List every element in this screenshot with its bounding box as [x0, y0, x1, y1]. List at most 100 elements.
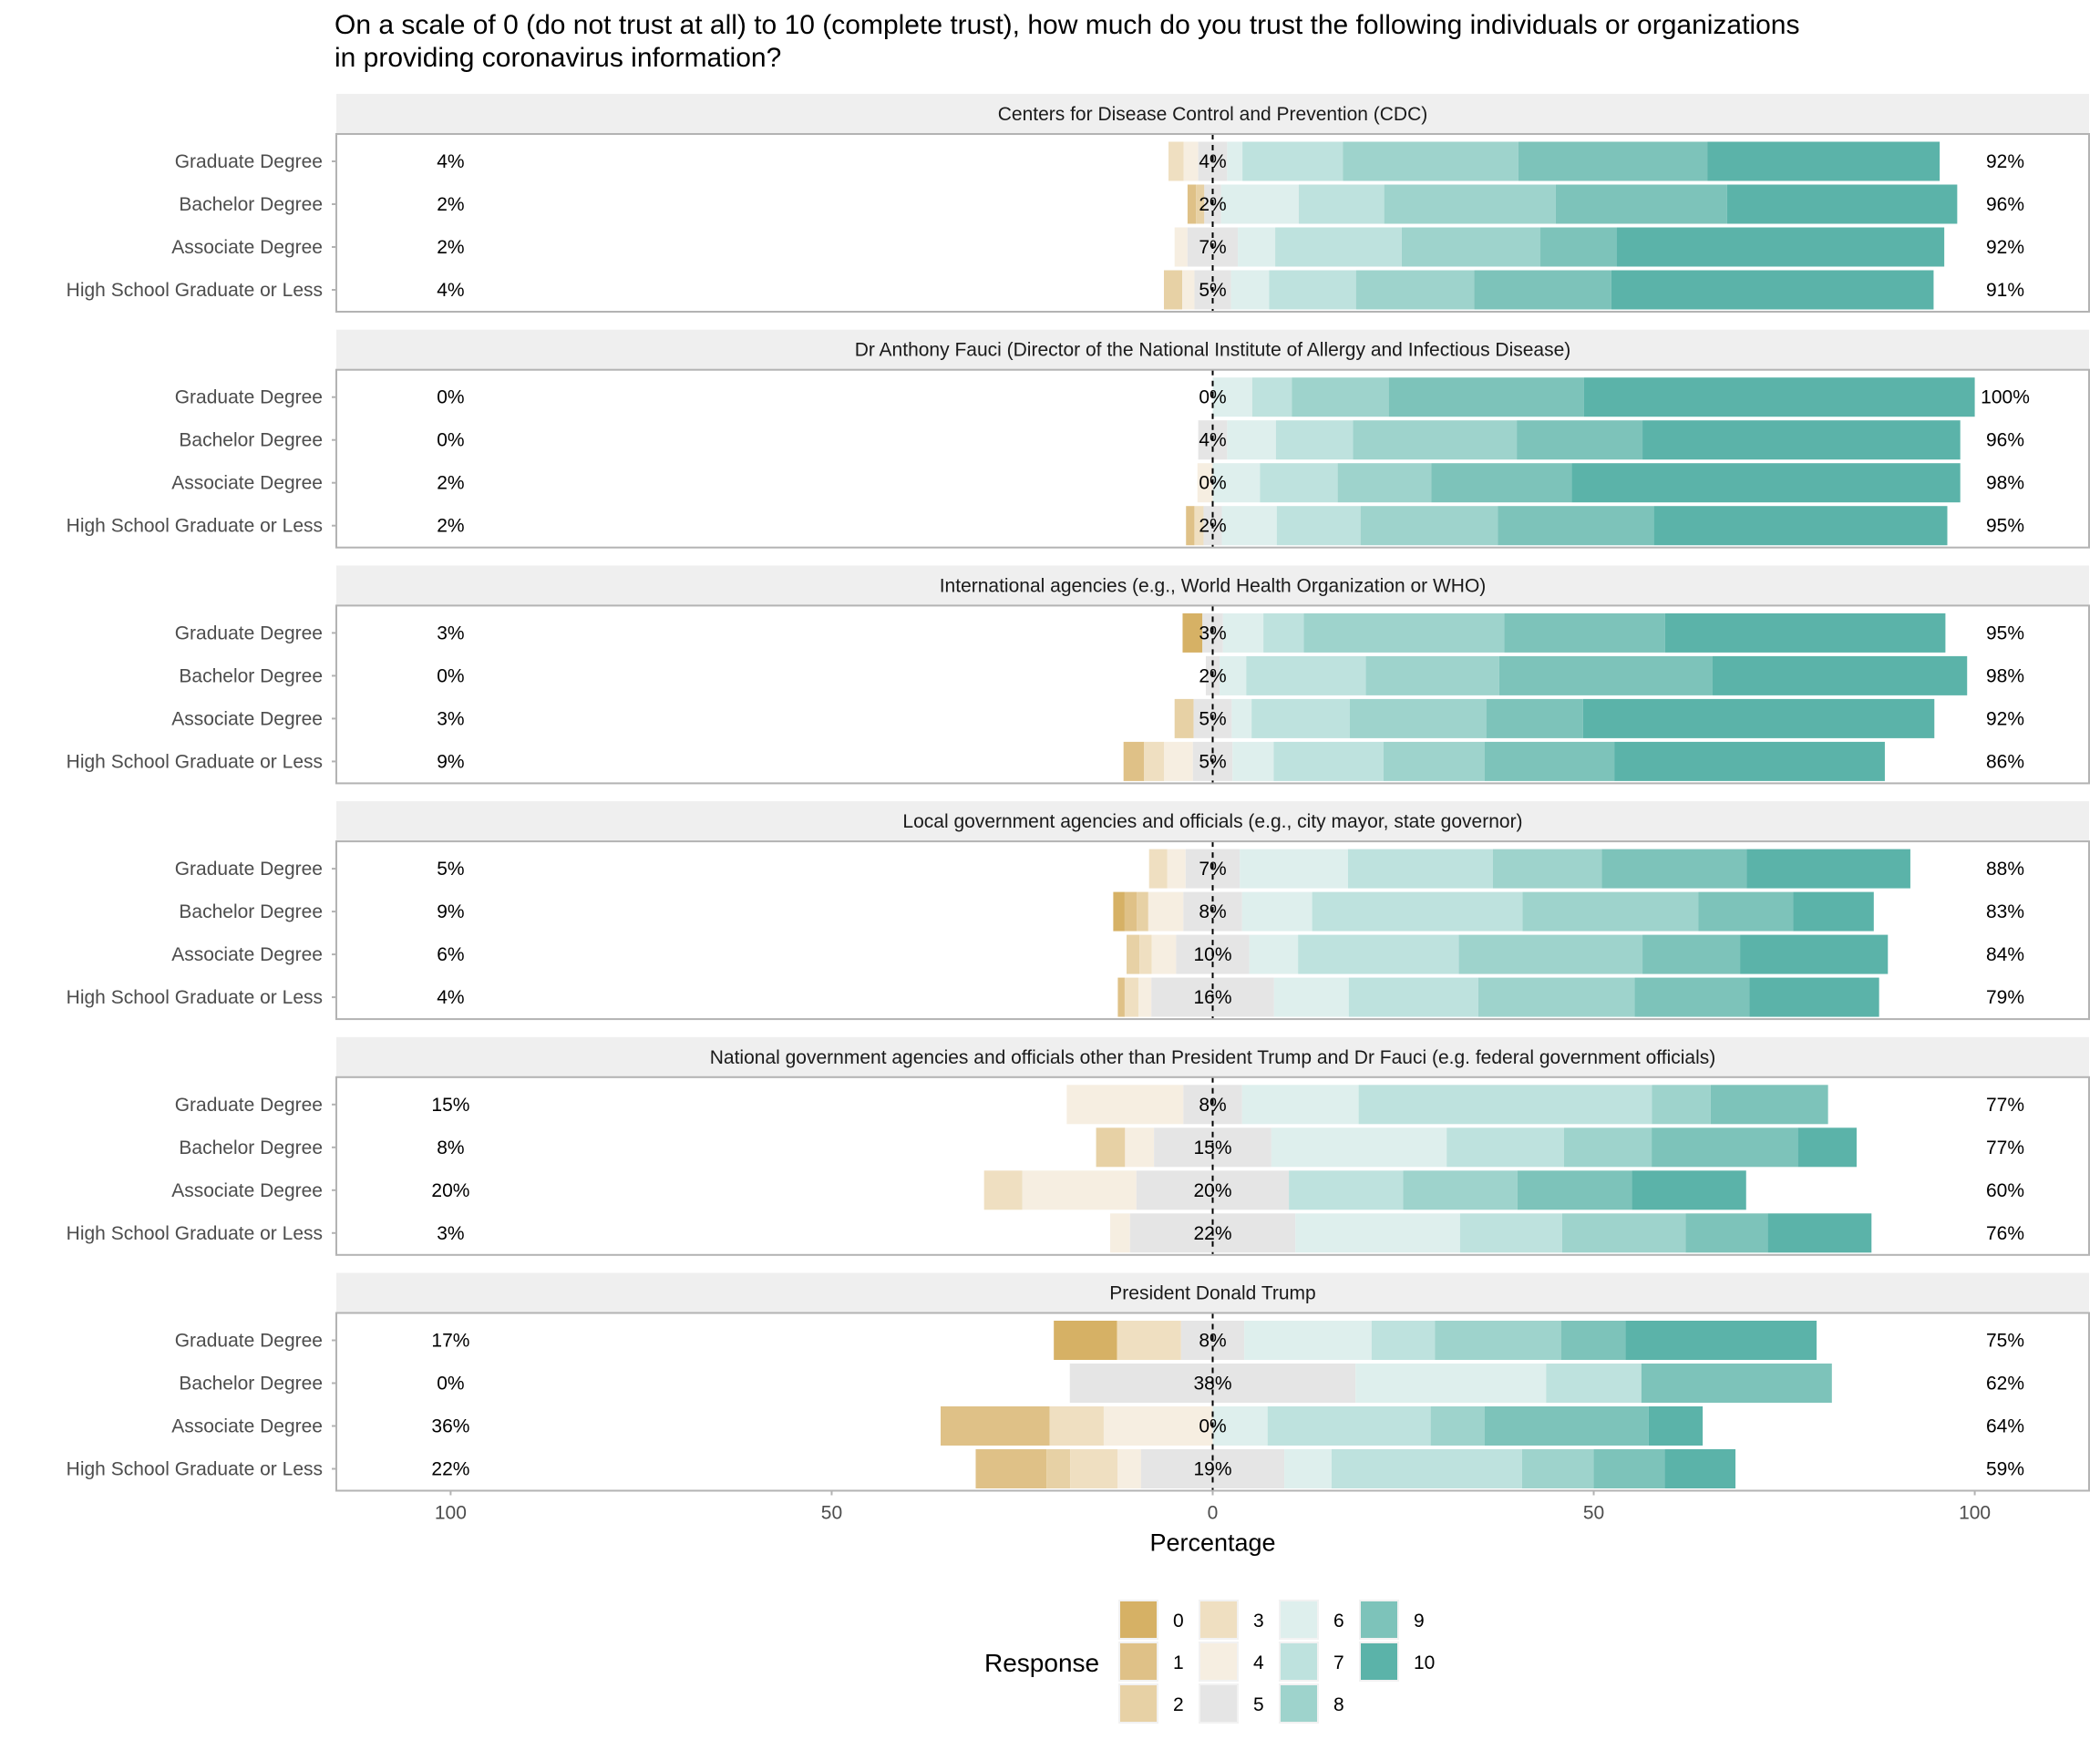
low-trust-percent-label: 5% — [437, 859, 464, 880]
row-label: Bachelor Degree — [179, 665, 323, 686]
row-label: High School Graduate or Less — [67, 1223, 323, 1244]
bar-segment-response-8 — [1384, 184, 1556, 224]
low-trust-percent-label: 4% — [437, 280, 464, 301]
bar-segment-response-6 — [1355, 1364, 1547, 1403]
facet-title: Dr Anthony Fauci (Director of the Nation… — [855, 340, 1571, 361]
legend-swatch-response-7 — [1281, 1643, 1317, 1680]
facet-strip — [336, 565, 2089, 606]
high-trust-percent-label: 83% — [1986, 901, 2024, 922]
row-label: Associate Degree — [171, 473, 323, 494]
bar-segment-response-9 — [1593, 1449, 1665, 1488]
legend-swatch-response-1 — [1120, 1643, 1157, 1680]
bar-segment-response-3 — [1194, 506, 1204, 546]
bar-segment-response-10 — [1767, 1213, 1872, 1253]
low-trust-percent-label: 17% — [431, 1331, 469, 1352]
legend-swatch-response-3 — [1200, 1601, 1237, 1638]
bar-segment-response-7 — [1347, 849, 1493, 889]
bar-segment-response-8 — [1365, 655, 1499, 695]
legend: Response 0 1 2 3 4 5 6 7 8 9 10 — [984, 1600, 1435, 1724]
bar-segment-response-6 — [1212, 1406, 1268, 1446]
row-label: Associate Degree — [171, 1416, 323, 1437]
high-trust-percent-label: 77% — [1986, 1138, 2024, 1158]
bar-segment-response-4 — [1174, 227, 1188, 267]
bar-segment-response-4 — [1151, 934, 1177, 974]
bar-segment-response-4 — [1183, 141, 1199, 181]
bar-segment-response-7 — [1459, 1213, 1562, 1253]
x-tick-label: 0 — [1208, 1503, 1219, 1524]
bar-segment-response-7 — [1269, 270, 1356, 310]
high-trust-percent-label: 91% — [1986, 280, 2024, 301]
bar-segment-response-9 — [1484, 1406, 1649, 1446]
facet-title: Centers for Disease Control and Preventi… — [998, 104, 1428, 125]
high-trust-percent-label: 96% — [1986, 430, 2024, 451]
chart-title-line-1: On a scale of 0 (do not trust at all) to… — [335, 10, 1800, 40]
bar-segment-response-3 — [1124, 977, 1138, 1017]
low-trust-percent-label: 36% — [431, 1416, 469, 1437]
bar-segment-response-9 — [1555, 184, 1727, 224]
bar-segment-response-9 — [1641, 1364, 1832, 1403]
facet-strip — [336, 1272, 2089, 1313]
facet-panel: Dr Anthony Fauci (Director of the Nation… — [67, 329, 2090, 549]
bar-segment-response-8 — [1383, 741, 1485, 781]
bar-segment-response-7 — [1267, 1406, 1431, 1446]
legend-label: 5 — [1253, 1694, 1264, 1715]
bar-segment-response-10 — [1707, 141, 1940, 181]
bar-segment-response-0 — [1054, 1321, 1117, 1360]
low-trust-percent-label: 2% — [437, 194, 464, 215]
row-label: Bachelor Degree — [179, 430, 323, 451]
x-tick-label: 50 — [821, 1503, 842, 1524]
neutral-percent-label: 7% — [1199, 859, 1226, 880]
legend-swatch-response-4 — [1200, 1643, 1237, 1680]
high-trust-percent-label: 98% — [1986, 665, 2024, 686]
low-trust-percent-label: 6% — [437, 944, 464, 965]
bar-segment-response-7 — [1260, 463, 1338, 503]
low-trust-percent-label: 15% — [431, 1095, 469, 1116]
facet-title: National government agencies and officia… — [710, 1047, 1715, 1068]
low-trust-percent-label: 0% — [437, 1374, 464, 1395]
bar-segment-response-10 — [1648, 1406, 1704, 1446]
high-trust-percent-label: 62% — [1986, 1374, 2024, 1395]
bar-segment-response-10 — [1582, 698, 1935, 738]
neutral-percent-label: 0% — [1199, 387, 1226, 408]
legend-label: 2 — [1173, 1694, 1184, 1715]
row-label: Graduate Degree — [175, 623, 323, 643]
bar-segment-response-7 — [1331, 1449, 1522, 1488]
bar-segment-response-9 — [1504, 612, 1665, 653]
high-trust-percent-label: 59% — [1986, 1459, 2024, 1480]
low-trust-percent-label: 3% — [437, 1223, 464, 1244]
bar-segment-response-7 — [1298, 934, 1459, 974]
bar-segment-response-10 — [1726, 184, 1958, 224]
bar-segment-response-9 — [1486, 698, 1583, 738]
bar-segment-response-1 — [1117, 977, 1125, 1017]
low-trust-percent-label: 0% — [437, 430, 464, 451]
bar-segment-response-9 — [1518, 141, 1708, 181]
bar-segment-response-8 — [1521, 1449, 1594, 1488]
facet-panel: National government agencies and officia… — [67, 1036, 2090, 1256]
bar-segment-response-1 — [975, 1449, 1047, 1488]
high-trust-percent-label: 96% — [1986, 194, 2024, 215]
bar-segment-response-6 — [1231, 698, 1252, 738]
bar-segment-response-3 — [1070, 1449, 1117, 1488]
bar-segment-response-6 — [1241, 891, 1312, 932]
row-label: Graduate Degree — [175, 859, 323, 880]
high-trust-percent-label: 64% — [1986, 1416, 2024, 1437]
bar-segment-response-10 — [1749, 977, 1879, 1017]
bar-segment-response-10 — [1653, 506, 1948, 546]
bar-segment-response-8 — [1349, 698, 1487, 738]
bar-segment-response-9 — [1561, 1321, 1626, 1360]
bar-segment-response-6 — [1227, 420, 1276, 460]
high-trust-percent-label: 98% — [1986, 473, 2024, 494]
high-trust-percent-label: 86% — [1986, 751, 2024, 772]
high-trust-percent-label: 76% — [1986, 1223, 2024, 1244]
bar-segment-response-7 — [1242, 141, 1343, 181]
facet-title: International agencies (e.g., World Heal… — [940, 575, 1487, 596]
bar-segment-response-1 — [1124, 891, 1138, 932]
bar-segment-response-9 — [1698, 891, 1794, 932]
row-label: Associate Degree — [171, 708, 323, 729]
bar-segment-response-9 — [1388, 377, 1584, 417]
row-label: Associate Degree — [171, 944, 323, 965]
low-trust-percent-label: 0% — [437, 665, 464, 686]
bar-segment-response-7 — [1263, 612, 1304, 653]
high-trust-percent-label: 77% — [1986, 1095, 2024, 1116]
bar-segment-response-7 — [1273, 741, 1384, 781]
